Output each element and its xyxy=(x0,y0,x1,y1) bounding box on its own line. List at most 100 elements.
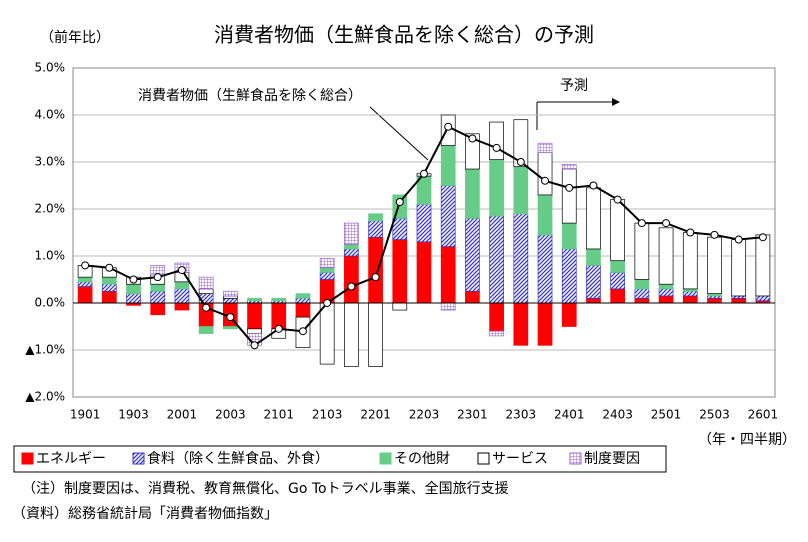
bar-segment xyxy=(416,203,432,243)
x-tick-label: 2601 xyxy=(748,408,779,422)
bar-segment xyxy=(658,283,674,290)
bar-segment xyxy=(489,330,504,337)
bar-segment xyxy=(174,302,190,311)
bar-segment xyxy=(101,283,117,292)
bar-segment xyxy=(561,222,577,250)
x-tick-label: 2001 xyxy=(167,408,198,422)
cpi-marker xyxy=(81,261,90,270)
bar-segment xyxy=(658,227,674,285)
bar-segment xyxy=(707,297,722,304)
bar-segment xyxy=(174,281,190,290)
bar-segment xyxy=(101,276,117,285)
bar-segment xyxy=(465,290,480,304)
bar-segment xyxy=(440,145,456,186)
x-tick-label: 2501 xyxy=(651,408,682,422)
bar-segment xyxy=(222,326,238,330)
legend-label: 制度要因 xyxy=(584,451,640,467)
bar-segment xyxy=(319,267,335,273)
bar-segment xyxy=(610,260,626,273)
bar-segment xyxy=(489,121,504,161)
bar-segment xyxy=(537,194,553,236)
bar-segment xyxy=(247,328,262,334)
x-tick-label: 2003 xyxy=(215,408,246,422)
legend-label: その他財 xyxy=(394,451,450,467)
y-tick-label: 4.0% xyxy=(35,108,66,122)
forecast-arrowhead xyxy=(612,98,620,106)
bar-segment xyxy=(295,302,311,318)
bar-segment xyxy=(295,297,311,304)
bar-segment xyxy=(586,187,601,250)
bar-segment xyxy=(126,293,141,304)
bar-segment xyxy=(392,302,408,311)
x-tick-label: 2201 xyxy=(360,408,391,422)
bar-segment xyxy=(513,119,529,168)
bar-segment xyxy=(731,239,747,297)
legend-swatch xyxy=(569,452,582,465)
cpi-marker xyxy=(637,219,646,228)
y-tick-label: 3.0% xyxy=(35,155,66,169)
cpi-marker xyxy=(298,327,307,336)
bar-segment xyxy=(561,248,577,304)
bar-segment xyxy=(198,288,214,294)
bar-segment xyxy=(513,302,529,346)
bar-segment xyxy=(319,272,335,280)
bar-segment xyxy=(222,290,238,297)
bar-segment xyxy=(537,152,553,196)
bar-segment xyxy=(101,290,117,304)
bar-segment xyxy=(465,218,480,292)
x-tick-label: 2403 xyxy=(602,408,633,422)
bar-segment xyxy=(634,279,650,290)
x-tick-label: 2301 xyxy=(457,408,488,422)
bar-segment xyxy=(537,142,553,153)
bar-segment xyxy=(561,164,577,170)
bar-segment xyxy=(222,297,238,304)
y-tick-label: 1.0% xyxy=(35,249,66,263)
bar-segment xyxy=(198,326,214,334)
bar-segment xyxy=(392,218,408,240)
bar-segment xyxy=(344,302,359,367)
bar-segment xyxy=(682,290,698,297)
cpi-marker xyxy=(468,134,477,143)
bar-segment xyxy=(586,248,601,266)
cpi-marker xyxy=(492,143,501,152)
y-tick-label: 2.0% xyxy=(35,202,66,216)
cpi-marker xyxy=(444,122,453,131)
cpi-marker xyxy=(516,158,525,166)
x-tick-label: 2203 xyxy=(409,408,440,422)
cpi-marker xyxy=(395,197,404,206)
bar-segment xyxy=(416,241,432,304)
x-tick-label: 1901 xyxy=(70,408,101,422)
bar-segment xyxy=(610,199,626,262)
bar-segment xyxy=(658,288,674,297)
cpi-marker xyxy=(250,341,259,350)
bar-segment xyxy=(368,220,383,238)
bar-segment xyxy=(755,295,771,302)
annotation-arrow xyxy=(369,106,429,161)
bar-segment xyxy=(658,295,674,304)
bar-segment xyxy=(707,236,722,294)
bar-segment xyxy=(126,283,141,294)
bar-segment xyxy=(610,288,626,304)
legend-swatch xyxy=(21,452,34,465)
cpi-marker xyxy=(177,266,186,275)
bar-segment xyxy=(344,243,359,250)
x-tick-label: 1903 xyxy=(118,408,149,422)
bar-segment xyxy=(247,302,262,330)
bar-segment xyxy=(77,286,93,304)
y-tick-label: ▲1.0% xyxy=(25,343,65,357)
x-tick-label: 2303 xyxy=(506,408,537,422)
y-tick-label: 5.0% xyxy=(35,61,66,75)
bar-segment xyxy=(537,234,553,304)
line-annotation: 消費者物価（生鮮食品を除く総合） xyxy=(138,87,362,104)
bar-segment xyxy=(586,265,601,299)
bar-segment xyxy=(440,246,456,304)
cpi-marker xyxy=(734,235,743,244)
bar-segment xyxy=(634,222,650,280)
bar-segment xyxy=(150,302,166,316)
bar-segment xyxy=(344,248,359,257)
bar-segment xyxy=(368,213,383,222)
bar-segment xyxy=(707,295,722,299)
x-tick-label: 2103 xyxy=(312,408,343,422)
bar-segment xyxy=(755,234,771,297)
bar-segment xyxy=(513,166,529,215)
